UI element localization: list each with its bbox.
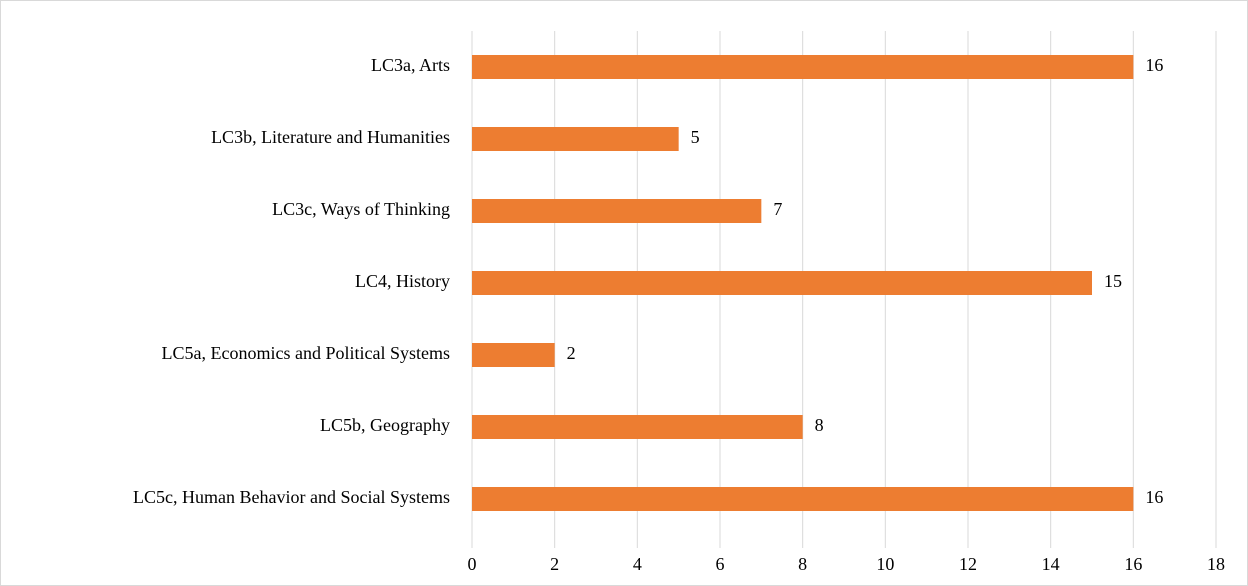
x-tick-label: 14 bbox=[1042, 554, 1060, 574]
x-tick-label: 2 bbox=[550, 554, 559, 574]
y-tick-label: LC4, History bbox=[355, 271, 450, 291]
x-tick-label: 10 bbox=[876, 554, 894, 574]
bar bbox=[472, 199, 762, 223]
y-tick-label: LC5c, Human Behavior and Social Systems bbox=[133, 487, 450, 507]
y-tick-label: LC3c, Ways of Thinking bbox=[272, 199, 450, 219]
x-tick-label: 8 bbox=[798, 554, 807, 574]
data-label: 5 bbox=[691, 127, 700, 147]
x-tick-label: 0 bbox=[468, 554, 477, 574]
y-tick-label: LC3b, Literature and Humanities bbox=[211, 127, 450, 147]
data-label: 15 bbox=[1104, 271, 1122, 291]
bar bbox=[472, 271, 1092, 295]
bar bbox=[472, 487, 1134, 511]
data-label: 8 bbox=[815, 415, 824, 435]
data-label: 2 bbox=[567, 343, 576, 363]
y-tick-label: LC3a, Arts bbox=[371, 55, 450, 75]
data-label: 16 bbox=[1145, 55, 1163, 75]
bar bbox=[472, 415, 803, 439]
x-tick-label: 4 bbox=[633, 554, 642, 574]
bar bbox=[472, 127, 679, 151]
x-tick-label: 18 bbox=[1207, 554, 1225, 574]
data-label: 7 bbox=[773, 199, 782, 219]
data-label: 16 bbox=[1145, 487, 1163, 507]
bar bbox=[472, 55, 1134, 79]
x-tick-label: 6 bbox=[716, 554, 725, 574]
y-tick-label: LC5a, Economics and Political Systems bbox=[162, 343, 450, 363]
y-tick-label: LC5b, Geography bbox=[320, 415, 450, 435]
x-tick-label: 16 bbox=[1124, 554, 1142, 574]
bar bbox=[472, 343, 555, 367]
x-tick-label: 12 bbox=[959, 554, 977, 574]
